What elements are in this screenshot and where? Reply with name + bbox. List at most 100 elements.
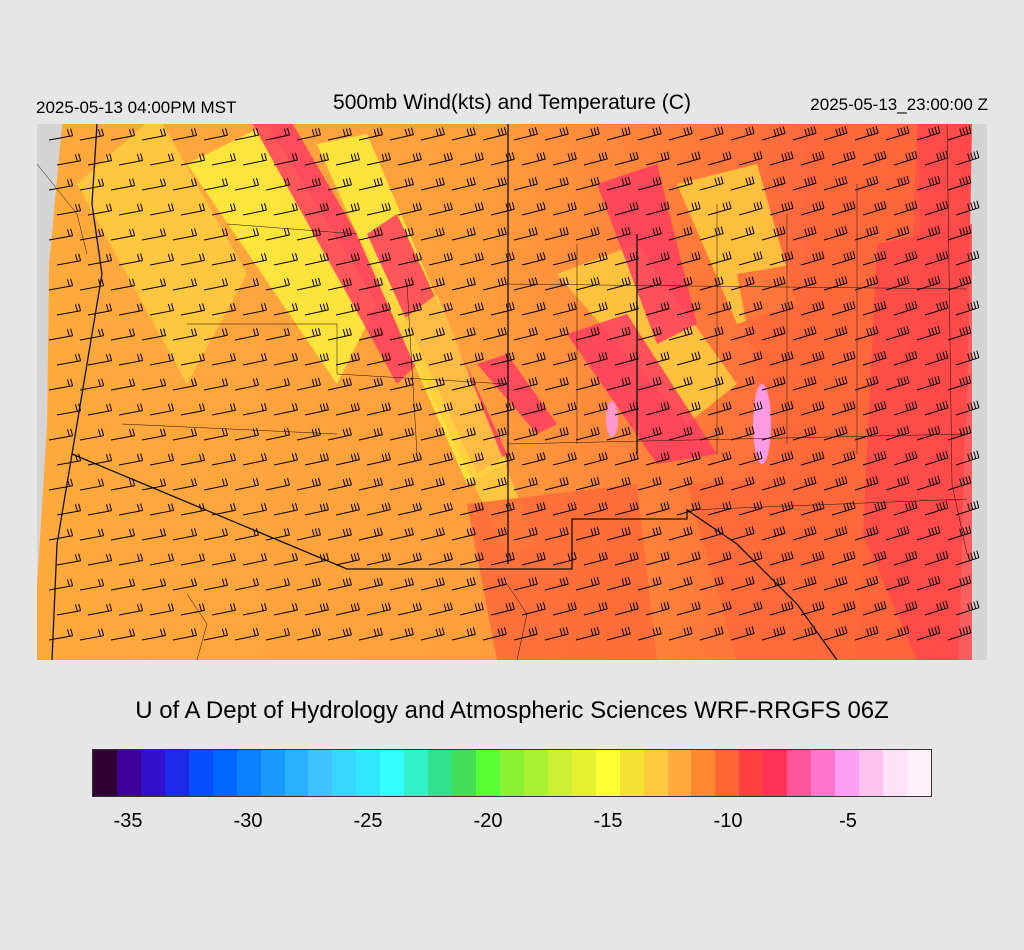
colorbar-swatch bbox=[260, 750, 285, 796]
wind-barb bbox=[823, 225, 848, 241]
wind-barb bbox=[242, 252, 267, 266]
wind-barb bbox=[637, 326, 662, 341]
wind-barb bbox=[490, 352, 515, 366]
wind-barb bbox=[79, 178, 105, 191]
wind-barb bbox=[180, 603, 206, 616]
wind-barb bbox=[211, 553, 237, 566]
temperature-field bbox=[37, 124, 987, 660]
wind-barb bbox=[203, 378, 229, 391]
wind-barb bbox=[831, 300, 856, 316]
wind-barb bbox=[366, 552, 391, 566]
wind-barb bbox=[924, 400, 949, 416]
wind-barb bbox=[141, 478, 167, 491]
wind-barb bbox=[110, 478, 136, 491]
wind-barb bbox=[645, 351, 670, 366]
wind-barb bbox=[862, 150, 887, 166]
wind-barb bbox=[118, 403, 144, 416]
wind-barb bbox=[389, 177, 414, 191]
wind-barb bbox=[335, 402, 360, 416]
wind-barb bbox=[761, 376, 786, 391]
wind-barb bbox=[513, 177, 538, 191]
wind-barb bbox=[575, 276, 600, 291]
wind-barb bbox=[769, 201, 794, 216]
wind-barb bbox=[366, 452, 391, 466]
wind-barb bbox=[397, 552, 422, 566]
wind-barb bbox=[955, 600, 980, 616]
wind-barb bbox=[831, 500, 856, 516]
wind-barb bbox=[296, 227, 321, 241]
wind-barb bbox=[397, 502, 422, 516]
wind-barb bbox=[792, 626, 817, 641]
wind-barb bbox=[358, 477, 383, 491]
wind-barb bbox=[823, 325, 848, 341]
wind-barb bbox=[273, 252, 298, 266]
wind-barb bbox=[327, 477, 352, 491]
wind-barb bbox=[172, 378, 198, 391]
wind-barb bbox=[420, 627, 445, 641]
wind-barb bbox=[304, 252, 329, 266]
wind-barb bbox=[327, 127, 352, 141]
wind-barb bbox=[916, 525, 941, 541]
wind-barb bbox=[792, 576, 817, 591]
wind-barb bbox=[800, 201, 825, 216]
wind-barb bbox=[544, 526, 569, 541]
wind-barb bbox=[265, 327, 290, 341]
wind-barb bbox=[885, 175, 910, 191]
wind-barb bbox=[428, 352, 453, 366]
wind-barb bbox=[800, 301, 825, 316]
wind-barb bbox=[769, 451, 794, 466]
wind-barb bbox=[87, 453, 113, 466]
wind-barb bbox=[800, 251, 825, 266]
wind-barb bbox=[862, 550, 887, 566]
wind-barb bbox=[544, 626, 569, 641]
wind-barb bbox=[172, 228, 198, 241]
wind-barb bbox=[273, 452, 298, 466]
temperature-band bbox=[77, 124, 247, 384]
wind-barb bbox=[451, 227, 476, 241]
wind-barb bbox=[645, 301, 670, 316]
wind-barb bbox=[792, 126, 817, 141]
wind-barb bbox=[273, 402, 298, 416]
wind-barb bbox=[79, 428, 105, 441]
wind-barb bbox=[854, 475, 879, 491]
temperature-band bbox=[597, 164, 697, 344]
wind-barb bbox=[118, 353, 144, 366]
colorbar-label: -35 bbox=[113, 810, 143, 832]
wind-barb bbox=[676, 151, 701, 166]
wind-barb bbox=[358, 327, 383, 341]
wind-barb bbox=[831, 550, 856, 566]
wind-barb bbox=[490, 252, 515, 266]
wind-barb bbox=[420, 127, 445, 141]
wind-barb bbox=[583, 351, 608, 366]
wind-barb bbox=[242, 502, 267, 516]
wind-barb bbox=[854, 525, 879, 541]
wind-barb bbox=[730, 376, 755, 391]
wind-barb bbox=[854, 575, 879, 591]
wind-barb bbox=[707, 601, 732, 616]
domain-edge bbox=[37, 124, 62, 584]
wind-barb bbox=[521, 452, 546, 466]
wind-barb bbox=[296, 377, 321, 391]
border-line bbox=[226, 223, 358, 235]
wind-barb bbox=[738, 601, 763, 616]
wind-barb bbox=[265, 427, 290, 441]
wind-barb bbox=[955, 200, 980, 216]
wind-barb bbox=[583, 251, 608, 266]
wind-barb bbox=[885, 475, 910, 491]
wind-barb bbox=[203, 178, 229, 191]
wind-barb bbox=[854, 225, 879, 241]
colorbar-swatch bbox=[308, 750, 333, 796]
wind-barb bbox=[451, 427, 476, 441]
wind-barb bbox=[792, 426, 817, 441]
wind-barb bbox=[180, 203, 206, 216]
wind-barb bbox=[668, 626, 693, 641]
wind-barb bbox=[637, 526, 662, 541]
wind-barb bbox=[335, 202, 360, 216]
wind-barb bbox=[575, 326, 600, 341]
model-credit: U of A Dept of Hydrology and Atmospheric… bbox=[135, 697, 889, 724]
wind-barb bbox=[544, 376, 569, 391]
wind-barb bbox=[885, 575, 910, 591]
wind-barb bbox=[552, 351, 577, 366]
wind-barb bbox=[180, 553, 206, 566]
wind-barb bbox=[924, 450, 949, 466]
